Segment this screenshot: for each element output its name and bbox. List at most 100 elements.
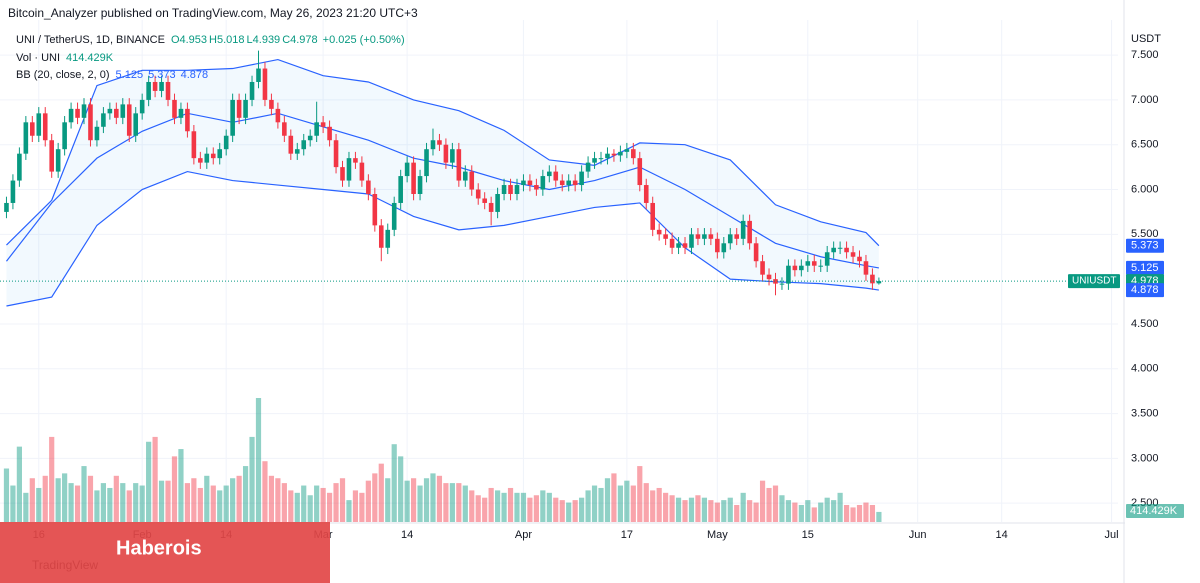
volume-bar [772, 485, 779, 522]
y-tick-label: 4.000 [1131, 363, 1159, 375]
candle-body [760, 261, 765, 275]
volume-bar [675, 497, 682, 522]
candle-body [75, 108, 80, 118]
candle-body [598, 158, 604, 160]
candle-body [605, 153, 610, 159]
candle-body [572, 180, 578, 186]
candle-body [792, 265, 798, 271]
volume-bar [255, 398, 262, 522]
volume-bar [417, 485, 423, 522]
volume-bar [482, 497, 488, 522]
volume-bar [404, 480, 410, 522]
volume-bar [281, 483, 287, 522]
volume-bar [663, 492, 669, 522]
price-marker-label: 4.878 [1131, 284, 1159, 296]
volume-bar [68, 483, 74, 522]
volume-bar [178, 449, 184, 522]
candle-body [152, 81, 158, 91]
candle-body [359, 162, 365, 181]
candle-body [107, 108, 113, 114]
candle-body [165, 81, 171, 100]
candle-body [424, 149, 429, 177]
volume-bar [566, 502, 572, 522]
candle-body [114, 108, 119, 118]
volume-bar [94, 490, 100, 522]
volume-bar [236, 475, 242, 522]
volume-bar [818, 502, 824, 522]
volume-bar [637, 466, 643, 522]
volume-bar [242, 466, 249, 522]
y-tick-label: 5.500 [1131, 228, 1159, 240]
x-tick-label: 17 [621, 529, 633, 541]
volume-bar [352, 490, 359, 522]
volume-bar [87, 475, 94, 522]
volume-bar [572, 500, 578, 522]
volume-bar [423, 478, 430, 522]
x-tick-label: 15 [802, 529, 814, 541]
candle-body [217, 149, 223, 159]
volume-bar [837, 492, 843, 522]
volume-bar [62, 473, 68, 522]
candle-body [282, 122, 287, 136]
overlay-box [0, 522, 330, 583]
publisher: Bitcoin_Analyzer published on TradingVie… [8, 6, 418, 20]
price-marker-label: 5.373 [1131, 240, 1159, 252]
legend-text: H5.018 [209, 34, 244, 46]
volume-bar [714, 502, 720, 522]
volume-bar [120, 483, 126, 522]
volume-bar [779, 495, 785, 522]
volume-bar [171, 456, 178, 522]
volume-bar [74, 485, 81, 522]
x-tick-label: May [707, 529, 728, 541]
legend-text: 414.429K [66, 52, 114, 64]
candle-body [559, 180, 565, 186]
price-marker-label: 5.125 [1131, 262, 1159, 274]
volume-bar [495, 490, 501, 522]
candle-body [753, 243, 759, 262]
candle-body [870, 274, 875, 284]
candle-body [230, 99, 235, 136]
ticker-label: UNIUSDT [1072, 276, 1116, 287]
legend-text: L4.939 [247, 34, 281, 46]
volume-bar [230, 478, 236, 522]
volume-bar [152, 436, 158, 522]
candle-body [243, 99, 248, 118]
volume-bar [410, 478, 417, 522]
candle-body [372, 194, 378, 226]
candle-body [811, 261, 817, 266]
volume-bar [740, 492, 746, 522]
legend-text: BB (20, close, 2, 0) [16, 69, 110, 81]
candle-body [501, 185, 507, 194]
volume-bar [165, 480, 171, 522]
candle-body [547, 171, 552, 177]
volume-marker-label: 414.429K [1130, 505, 1178, 517]
volume-bar [856, 504, 863, 522]
candle-body [443, 144, 449, 163]
volume-bar [275, 478, 281, 522]
legend-text: 5.373 [148, 69, 176, 81]
candle-body [30, 122, 35, 136]
volume-bar [533, 495, 539, 522]
candle-body [663, 234, 668, 239]
volume-bar [604, 478, 611, 522]
candle-body [10, 180, 16, 203]
candle-body [68, 108, 74, 123]
volume-bar [579, 497, 585, 522]
volume-bar [320, 487, 326, 522]
volume-bar [217, 490, 223, 522]
volume-bar [268, 475, 275, 522]
volume-bar [863, 502, 869, 522]
volume-bar [475, 495, 481, 522]
candle-body [534, 185, 539, 190]
volume-bar [184, 483, 191, 522]
volume-bar [262, 461, 268, 522]
candle-body [624, 149, 630, 152]
volume-marker-bg [1126, 504, 1184, 518]
legend-text: 5.125 [116, 69, 144, 81]
volume-bar [753, 502, 759, 522]
volume-bar [488, 487, 494, 522]
candle-body [307, 135, 313, 141]
candle-body [4, 202, 9, 212]
volume-bar [831, 500, 837, 522]
